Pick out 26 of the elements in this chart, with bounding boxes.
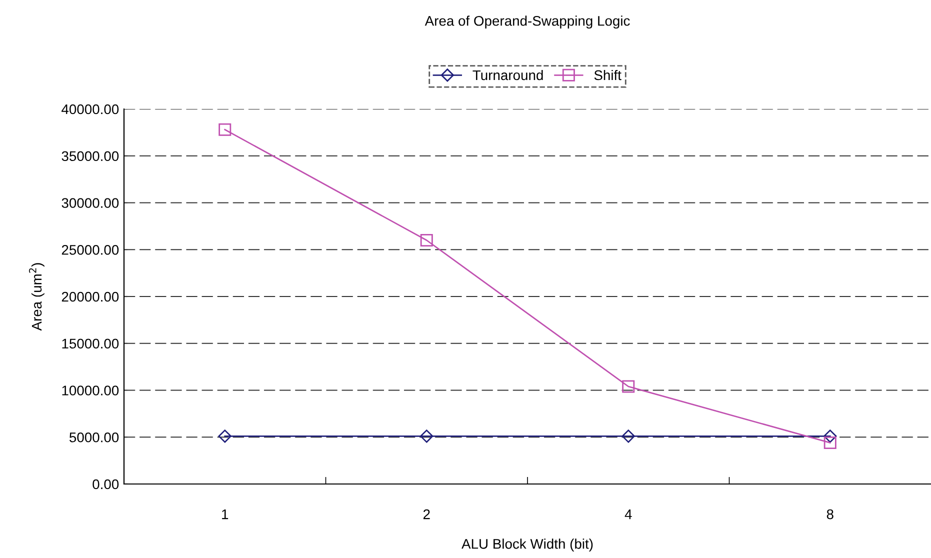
x-tick-label: 1 [222, 510, 228, 520]
point [218, 430, 232, 443]
y-tick-label: 5000.00 [69, 432, 119, 442]
chart-title: Area of Operand-Swapping Logic [424, 16, 630, 29]
point [420, 234, 433, 246]
legend-label: Turnaround [472, 70, 543, 80]
point [824, 430, 837, 443]
y-tick-label: 35000.00 [62, 151, 119, 162]
y-tick-label: 25000.00 [62, 244, 119, 255]
point [622, 430, 635, 443]
legend-label: Shift [594, 70, 622, 80]
x-tick-label: 8 [826, 509, 834, 520]
x-tick-label: 4 [624, 510, 632, 520]
y-tick-label: 15000.00 [62, 338, 119, 349]
y-tick-label: 40000.00 [62, 104, 119, 114]
point [218, 123, 232, 136]
point [824, 436, 836, 449]
x-axis-title: ALU Block Width (bit) [462, 538, 593, 552]
y-axis-title: Area (um$^{2}$) [28, 263, 44, 331]
x-tick-label: 2 [423, 509, 430, 520]
point [420, 430, 434, 443]
point [622, 380, 635, 393]
y-tick-label: 30000.00 [62, 198, 119, 208]
y-tick-label: 0.00 [92, 479, 119, 490]
y-tick-label: 10000.00 [62, 386, 119, 396]
y-tick-label: 20000.00 [62, 292, 119, 302]
